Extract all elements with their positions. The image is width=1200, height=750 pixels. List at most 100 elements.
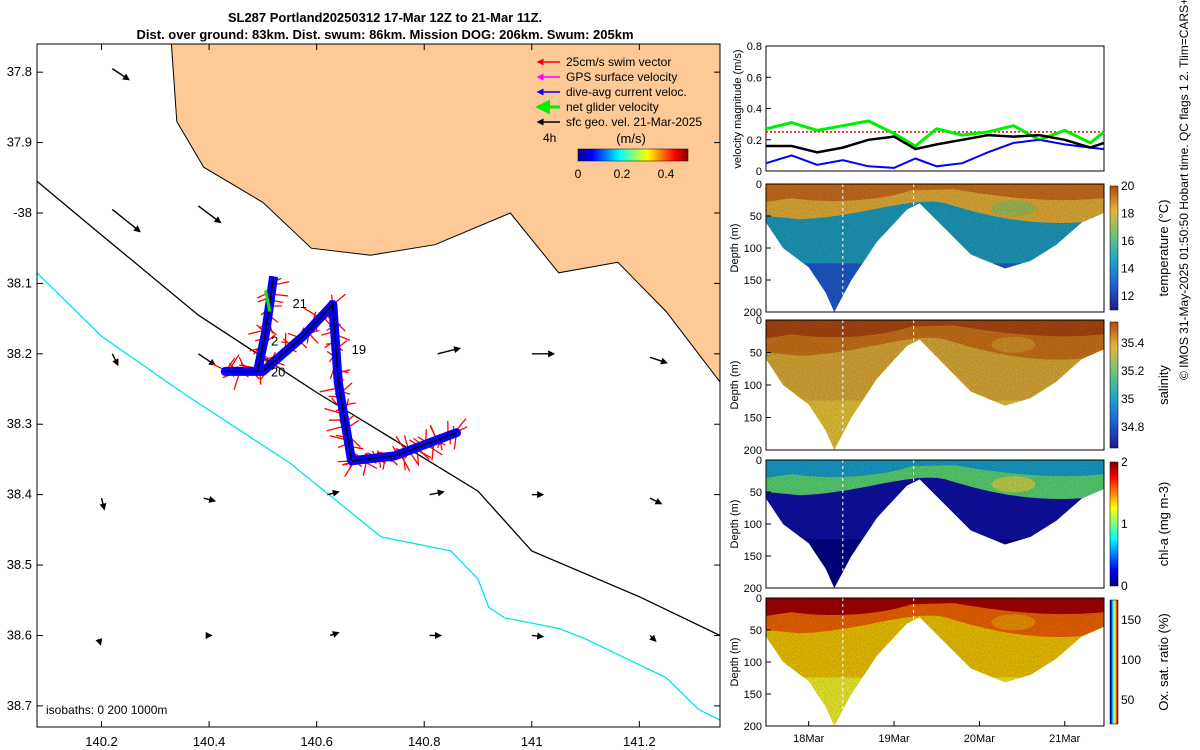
chart-title-line2: Dist. over ground: 83km. Dist. swum: 86k… [136,27,634,42]
section-temperature: 0 50 100 150 200 Depth (m) 12 14 16 18 20 temperatu… [729,179,1171,319]
y-tick-label: 38.3 [7,416,32,431]
y-tick-label: 37.9 [7,135,32,150]
x-tick-label: 140.8 [408,734,441,749]
map-x-axis: 140.2 140.4 140.6 140.8 141 141.2 [85,44,656,749]
y-tick-label: 150 [744,413,762,425]
credit-text: © IMOS 31-May-2025 01:50:50 Hobart time.… [1177,0,1191,380]
section-colorbar [1109,321,1119,449]
y-tick-label: 38.1 [7,275,32,290]
y-tick-label: 38.7 [7,698,32,713]
colorbar-extra-label: 4h [543,131,556,145]
legend-item-net: net glider velocity [535,99,659,115]
colorbar-tick-label: 0 [1121,579,1128,593]
velocity-y-label: velocity magnitude (m/s) [732,49,744,168]
geo-vector [649,497,663,505]
colorbar-tick-label: 2 [1121,455,1128,469]
colorbar-tick-label: 16 [1121,234,1135,248]
velocity-series [765,119,1105,169]
y-tick-label: 50 [750,487,762,499]
colorbar-gradient [577,148,689,162]
geo-vector [203,496,217,503]
colorbar-tick-label: 20 [1121,179,1135,193]
x-tick-label: 141.2 [623,734,656,749]
section-salinity: 0 50 100 150 200 Depth (m) 34.8 35 35.2 35.4 salin… [729,315,1171,457]
section-texture [766,184,1104,312]
colorbar-tick-label: 14 [1121,262,1135,276]
geo-vector [95,638,103,646]
geo-vector [437,346,462,355]
y-tick-label: 50 [750,625,762,637]
colorbar-tick-label: 18 [1121,207,1135,221]
section-colorbar-label: chl-a (mg m-3) [1156,482,1171,567]
section-texture [766,460,1104,588]
y-tick-label: 0 [756,179,762,191]
chart-title-line1: SL287 Portland20250312 17-Mar 12Z to 21-… [227,10,543,25]
colorbar-tick-label: 35.2 [1121,364,1145,378]
legend-label: GPS surface velocity [566,70,677,84]
x-tick-label: 18Mar [793,733,825,745]
velocity-line-dive [765,138,1105,169]
y-tick-label: 200 [744,445,762,457]
section-texture [766,598,1104,726]
geo-vector [197,353,217,366]
section-chl-a: 0 50 100 150 200 Depth (m) 0 1 2 chl-a (mg m-3) [729,455,1171,595]
colorbar-tick-label: 100 [1121,653,1141,667]
legend-label: sfc geo. vel. 21-Mar-2025 [566,115,702,129]
legend-item-gps: GPS surface velocity [536,70,677,84]
x-tick-label: 21Mar [1049,733,1081,745]
section-colorbar-label: temperature (°C) [1156,200,1171,297]
y-tick-label: 38.6 [7,627,32,642]
day-label: 21 [292,296,306,311]
colorbar-tick-label: 34.8 [1121,420,1145,434]
legend-item-swim: 25cm/s swim vector [536,55,671,69]
section-y-label: Depth (m) [729,638,741,687]
y-tick-label: 150 [744,551,762,563]
map-frame [36,43,721,728]
geo-vector [111,208,141,233]
geo-vector [531,632,545,640]
speed-colorbar: 4h (m/s) 0 0.2 0.4 [543,131,689,181]
x-tick-label: 140.2 [85,734,118,749]
glider-track [224,276,458,462]
geo-vector [197,205,222,224]
section-texture [766,320,1104,450]
colorbar-tick-label: 0 [575,167,582,181]
velocity-panel: 0 0.2 0.4 0.6 0.8 velocity magnitude (m/s) [732,41,1105,178]
y-tick-label: 150 [744,275,762,287]
x-tick-label: 20Mar [964,733,996,745]
x-tick-label: 140.4 [193,734,226,749]
y-tick-label: 50 [750,348,762,360]
legend-label: net glider velocity [566,100,659,114]
colorbar-tick-label: 0.2 [614,167,631,181]
section-colorbar-label: Ox. sat. ratio (%) [1156,613,1171,711]
geo-vector [99,497,107,511]
track-map: 21 2 20 19 140.2 140.4 140.6 140.8 141 141.2 37.… [7,43,721,749]
section-y-label: Depth (m) [729,224,741,273]
geo-vector [329,631,340,638]
colorbar-tick-label: 35.4 [1121,336,1145,350]
y-tick-label: 0 [756,455,762,467]
section-oxygen: 0 50 100 150 200 Depth (m) 50 100 150 Ox. sat. ra… [729,593,1171,745]
y-tick-label: 100 [744,657,762,669]
geo-vector [327,489,340,497]
y-tick-label: 100 [744,519,762,531]
colorbar-tick-label: 35 [1121,392,1135,406]
y-tick-label: 200 [744,307,762,319]
net-glider-velocity-trace [264,290,272,312]
y-tick-label: 150 [744,689,762,701]
section-colorbar [1109,599,1119,725]
y-tick-label: 200 [744,583,762,595]
day-label: 2 [271,333,278,348]
y-tick-label: 0.6 [747,72,762,84]
day-label: 20 [271,364,285,379]
isobath-label: isobaths: 0 200 1000m [46,703,167,717]
section-colorbar [1109,185,1119,311]
legend-item-dive: dive-avg current veloc. [536,85,687,99]
velocity-y-axis: 0 0.2 0.4 0.6 0.8 [747,41,771,178]
geo-vector [429,489,445,497]
colorbar-tick-label: 0.4 [658,167,675,181]
geostrophic-vectors [95,68,668,646]
